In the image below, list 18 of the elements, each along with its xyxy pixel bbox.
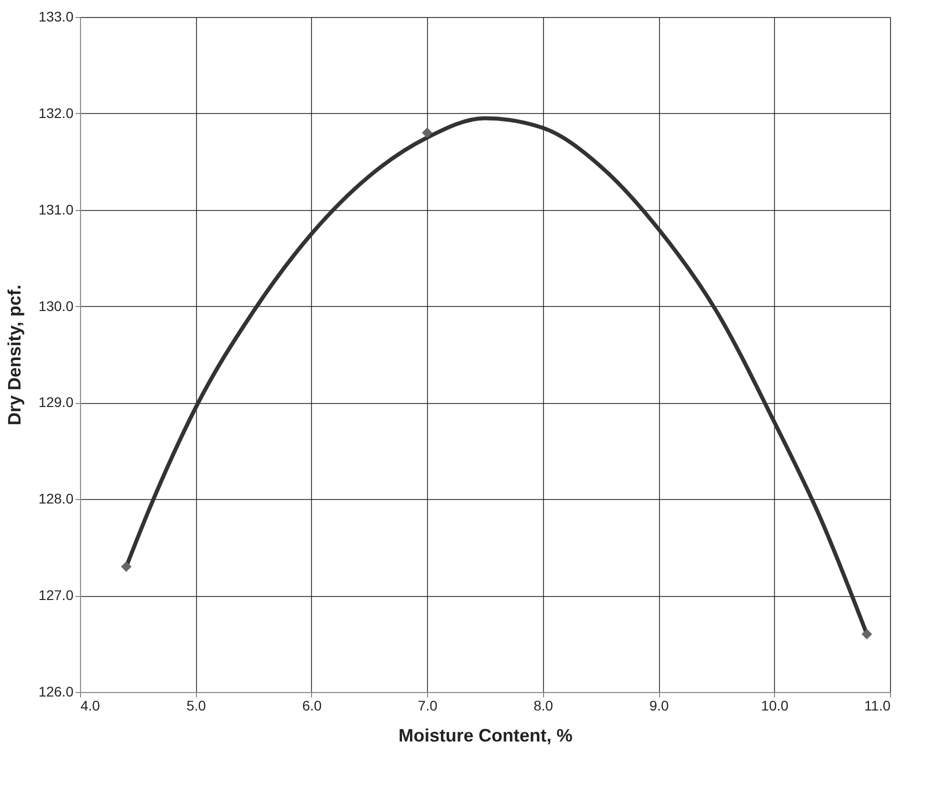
y-tick-label: 129.0 xyxy=(38,394,74,410)
y-tick-label: 130.0 xyxy=(38,298,74,314)
x-tick-label: 5.0 xyxy=(186,698,206,714)
x-tick-label: 9.0 xyxy=(649,698,670,714)
y-tick-label: 133.0 xyxy=(38,8,74,24)
x-tick-label: 11.0 xyxy=(864,698,891,714)
y-tick-label: 131.0 xyxy=(38,201,74,218)
x-tick-label: 4.0 xyxy=(80,698,100,714)
x-axis-title: Moisture Content, % xyxy=(398,726,572,746)
x-tick-label: 7.0 xyxy=(418,698,438,714)
y-tick-label: 126.0 xyxy=(38,684,74,700)
y-axis-title: Dry Density, pcf. xyxy=(4,284,24,426)
x-tick-label: 6.0 xyxy=(302,698,322,714)
y-tick-label: 127.0 xyxy=(38,587,74,604)
y-tick-label: 128.0 xyxy=(38,490,74,507)
y-tick-label: 132.0 xyxy=(38,104,74,121)
x-tick-label: 8.0 xyxy=(534,698,554,714)
x-tick-label: 10.0 xyxy=(761,698,789,714)
